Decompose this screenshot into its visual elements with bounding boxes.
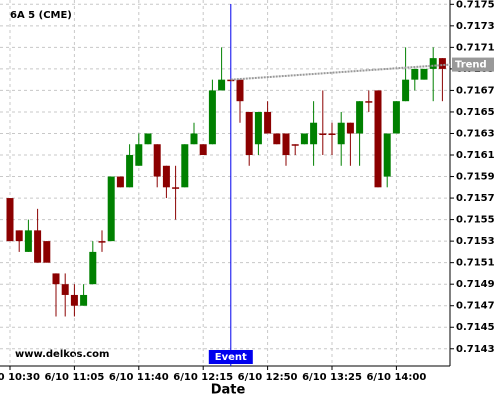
x-tick-label: 6/10 11:05 — [44, 372, 104, 383]
candle-body — [172, 187, 180, 189]
candle-body — [383, 133, 391, 177]
candle-body — [153, 144, 161, 177]
y-tick-label: 0.7173 — [456, 21, 495, 32]
event-label: Event — [215, 352, 247, 363]
candle-body — [70, 294, 78, 306]
y-tick-label: 0.7145 — [456, 322, 495, 333]
x-axis-title: Date — [211, 383, 246, 398]
x-tick-label: 6/10 11:40 — [109, 372, 169, 383]
candle-body — [291, 144, 299, 146]
candle-body — [89, 251, 97, 285]
candle-body — [126, 155, 134, 188]
trend-label: Trend — [455, 60, 487, 71]
y-tick-label: 0.7157 — [456, 193, 495, 204]
chart-title: 6A 5 (CME) — [10, 10, 72, 21]
candle-body — [429, 58, 437, 69]
candle-body — [190, 133, 198, 145]
x-tick-label: 6/10 12:15 — [173, 372, 233, 383]
y-tick-label: 0.7163 — [456, 128, 495, 139]
candle-body — [144, 133, 152, 145]
x-tick-label: 6/10 13:25 — [302, 372, 362, 383]
candle-body — [236, 79, 244, 102]
candle-body — [208, 90, 216, 145]
y-tick-label: 0.7167 — [456, 85, 495, 96]
candle-body — [80, 294, 88, 306]
candle-body — [181, 144, 189, 188]
candle-body — [319, 133, 327, 135]
candle-body — [162, 165, 170, 188]
candle-body — [264, 111, 272, 134]
event-label-box — [208, 350, 253, 364]
y-tick-label: 0.7147 — [456, 301, 495, 312]
candle-body — [116, 176, 124, 188]
candle-body — [227, 79, 235, 82]
trend-line — [230, 63, 451, 81]
candle-body — [254, 111, 262, 145]
candle-body — [438, 58, 446, 69]
candle-body — [374, 90, 382, 188]
y-tick-label: 0.7171 — [456, 42, 495, 53]
candle-body — [273, 133, 281, 145]
candle-body — [337, 122, 345, 145]
candle-body — [300, 133, 308, 145]
y-tick-label: 0.7165 — [456, 107, 495, 118]
candle-body — [411, 68, 419, 80]
candle-body — [346, 122, 354, 134]
x-tick-label: 6/10 14:00 — [366, 372, 426, 383]
candle-body — [107, 176, 115, 242]
candle-body — [282, 133, 290, 156]
candle-body — [420, 68, 428, 80]
candle-body — [245, 111, 253, 156]
x-tick-label: 6/10 10:30 — [0, 372, 40, 383]
candle-body — [402, 79, 410, 102]
y-tick-label: 0.7159 — [456, 172, 495, 183]
candle-body — [52, 273, 60, 285]
candle-body — [199, 144, 207, 156]
candle-body — [135, 144, 143, 166]
candle-body — [392, 101, 400, 134]
candle-body — [6, 198, 14, 242]
candle-body — [218, 79, 226, 91]
candle-body — [356, 101, 364, 134]
candle-body — [328, 133, 336, 135]
candle-body — [365, 101, 373, 103]
watermark: www.delkos.com — [15, 349, 109, 360]
y-tick-label: 0.7155 — [456, 215, 495, 226]
x-tick-label: 6/10 12:50 — [238, 372, 298, 383]
y-tick-label: 0.7143 — [456, 344, 495, 355]
candle-body — [310, 122, 318, 145]
candle-body — [34, 230, 42, 263]
candle-body — [98, 241, 106, 243]
candle-body — [43, 241, 51, 263]
y-tick-label: 0.7175 — [456, 0, 495, 10]
trend-label-box — [452, 57, 494, 72]
y-tick-label: 0.7153 — [456, 236, 495, 247]
candle-body — [61, 284, 69, 295]
candle-body — [15, 230, 23, 242]
y-tick-label: 0.7161 — [456, 150, 495, 161]
y-tick-label: 0.7149 — [456, 279, 495, 290]
candle-body — [24, 230, 32, 252]
y-tick-label: 0.7151 — [456, 258, 495, 269]
